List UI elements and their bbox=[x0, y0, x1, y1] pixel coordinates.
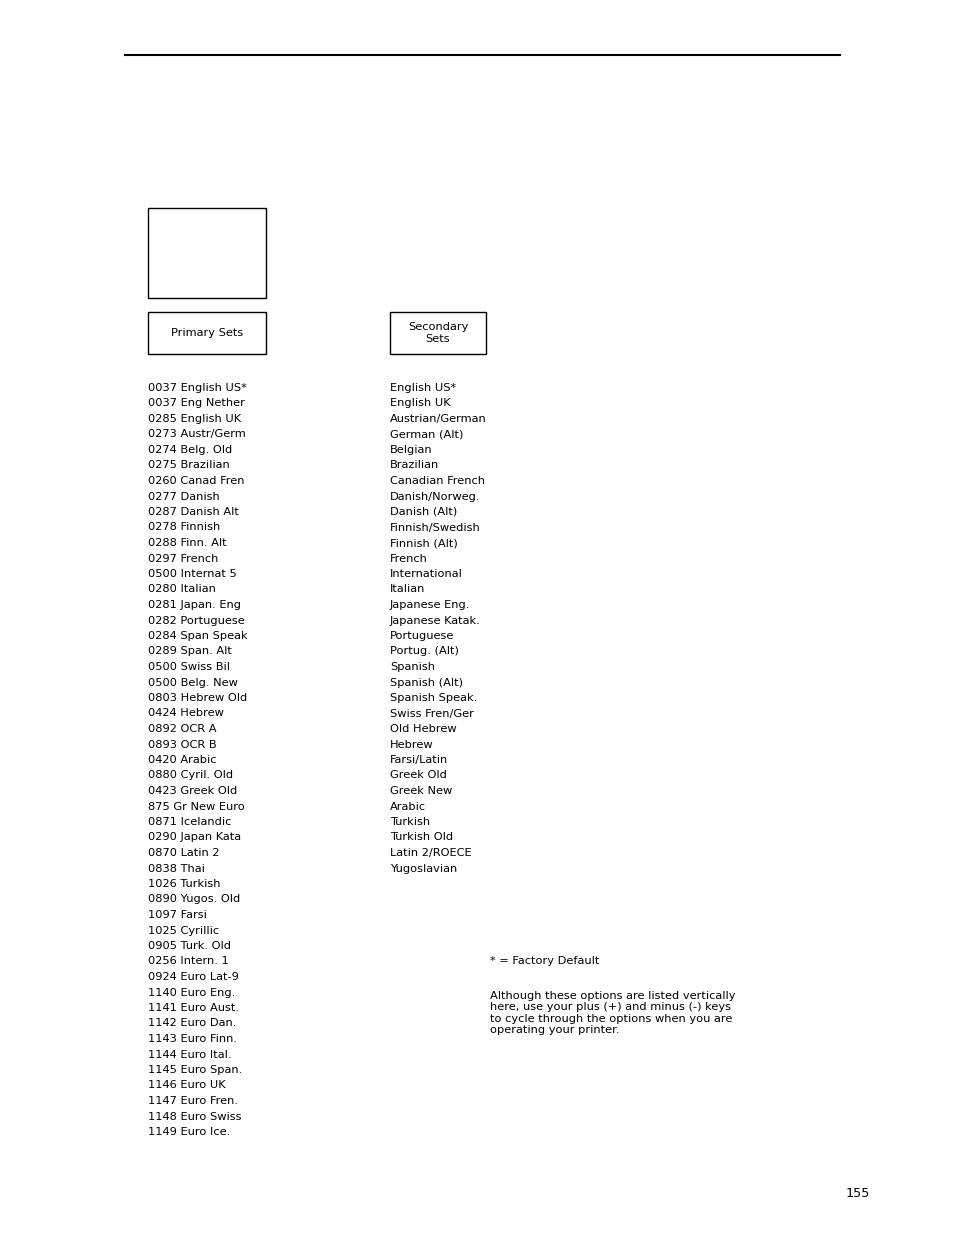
Text: 0803 Hebrew Old: 0803 Hebrew Old bbox=[148, 693, 247, 703]
Text: Japanese Katak.: Japanese Katak. bbox=[390, 615, 480, 625]
Text: 1140 Euro Eng.: 1140 Euro Eng. bbox=[148, 988, 235, 998]
Text: English US*: English US* bbox=[390, 383, 456, 393]
Text: 0420 Arabic: 0420 Arabic bbox=[148, 755, 216, 764]
Text: 1142 Euro Dan.: 1142 Euro Dan. bbox=[148, 1019, 236, 1029]
Text: 1146 Euro UK: 1146 Euro UK bbox=[148, 1081, 226, 1091]
Text: Although these options are listed vertically
here, use your plus (+) and minus (: Although these options are listed vertic… bbox=[490, 990, 735, 1035]
Bar bbox=[148, 312, 266, 354]
Text: Turkish Old: Turkish Old bbox=[390, 832, 453, 842]
Text: Danish (Alt): Danish (Alt) bbox=[390, 508, 456, 517]
Text: 0893 OCR B: 0893 OCR B bbox=[148, 740, 216, 750]
Text: 0905 Turk. Old: 0905 Turk. Old bbox=[148, 941, 231, 951]
Text: Italian: Italian bbox=[390, 584, 425, 594]
Text: Finnish/Swedish: Finnish/Swedish bbox=[390, 522, 480, 532]
Text: Japanese Eng.: Japanese Eng. bbox=[390, 600, 470, 610]
Text: Farsi/Latin: Farsi/Latin bbox=[390, 755, 448, 764]
Text: 0275 Brazilian: 0275 Brazilian bbox=[148, 461, 230, 471]
Text: 0280 Italian: 0280 Italian bbox=[148, 584, 215, 594]
Text: 0870 Latin 2: 0870 Latin 2 bbox=[148, 848, 219, 858]
Text: French: French bbox=[390, 553, 428, 563]
Bar bbox=[390, 312, 485, 354]
Text: 0256 Intern. 1: 0256 Intern. 1 bbox=[148, 956, 229, 967]
Text: 0500 Internat 5: 0500 Internat 5 bbox=[148, 569, 236, 579]
Text: 0924 Euro Lat-9: 0924 Euro Lat-9 bbox=[148, 972, 238, 982]
Text: Hebrew: Hebrew bbox=[390, 740, 434, 750]
Text: 0037 English US*: 0037 English US* bbox=[148, 383, 247, 393]
Text: Portuguese: Portuguese bbox=[390, 631, 454, 641]
Text: 1026 Turkish: 1026 Turkish bbox=[148, 879, 220, 889]
Text: 1147 Euro Fren.: 1147 Euro Fren. bbox=[148, 1095, 237, 1107]
Text: Old Hebrew: Old Hebrew bbox=[390, 724, 456, 734]
Text: Turkish: Turkish bbox=[390, 818, 430, 827]
Text: Spanish: Spanish bbox=[390, 662, 435, 672]
Text: Canadian French: Canadian French bbox=[390, 475, 484, 487]
Text: 0285 English UK: 0285 English UK bbox=[148, 414, 241, 424]
Text: 0281 Japan. Eng: 0281 Japan. Eng bbox=[148, 600, 241, 610]
Text: 0423 Greek Old: 0423 Greek Old bbox=[148, 785, 237, 797]
Text: Primary Sets: Primary Sets bbox=[171, 329, 243, 338]
Text: Greek New: Greek New bbox=[390, 785, 452, 797]
Text: 0500 Swiss Bil: 0500 Swiss Bil bbox=[148, 662, 230, 672]
Text: Danish/Norweg.: Danish/Norweg. bbox=[390, 492, 480, 501]
Text: 0274 Belg. Old: 0274 Belg. Old bbox=[148, 445, 232, 454]
Text: 0278 Finnish: 0278 Finnish bbox=[148, 522, 220, 532]
Text: Arabic: Arabic bbox=[390, 802, 426, 811]
Text: Greek Old: Greek Old bbox=[390, 771, 446, 781]
Text: 1148 Euro Swiss: 1148 Euro Swiss bbox=[148, 1112, 241, 1121]
Text: German (Alt): German (Alt) bbox=[390, 430, 463, 440]
Text: * = Factory Default: * = Factory Default bbox=[490, 956, 598, 967]
Text: 1144 Euro Ital.: 1144 Euro Ital. bbox=[148, 1050, 232, 1060]
Text: 155: 155 bbox=[844, 1187, 869, 1200]
Text: Portug. (Alt): Portug. (Alt) bbox=[390, 646, 458, 657]
Text: 0297 French: 0297 French bbox=[148, 553, 218, 563]
Text: 0838 Thai: 0838 Thai bbox=[148, 863, 205, 873]
Text: 0892 OCR A: 0892 OCR A bbox=[148, 724, 216, 734]
Text: Spanish Speak.: Spanish Speak. bbox=[390, 693, 476, 703]
Text: 0290 Japan Kata: 0290 Japan Kata bbox=[148, 832, 241, 842]
Text: English UK: English UK bbox=[390, 399, 450, 409]
Text: 0260 Canad Fren: 0260 Canad Fren bbox=[148, 475, 244, 487]
Text: 0880 Cyril. Old: 0880 Cyril. Old bbox=[148, 771, 233, 781]
Text: Swiss Fren/Ger: Swiss Fren/Ger bbox=[390, 709, 474, 719]
Text: 875 Gr New Euro: 875 Gr New Euro bbox=[148, 802, 245, 811]
Text: Yugoslavian: Yugoslavian bbox=[390, 863, 456, 873]
Text: 1141 Euro Aust.: 1141 Euro Aust. bbox=[148, 1003, 239, 1013]
Text: Secondary
Sets: Secondary Sets bbox=[407, 322, 468, 343]
Text: 0500 Belg. New: 0500 Belg. New bbox=[148, 678, 237, 688]
Text: Brazilian: Brazilian bbox=[390, 461, 438, 471]
Text: 0871 Icelandic: 0871 Icelandic bbox=[148, 818, 232, 827]
Text: 1097 Farsi: 1097 Farsi bbox=[148, 910, 207, 920]
Text: 1145 Euro Span.: 1145 Euro Span. bbox=[148, 1065, 242, 1074]
Text: Latin 2/ROECE: Latin 2/ROECE bbox=[390, 848, 471, 858]
Text: 0424 Hebrew: 0424 Hebrew bbox=[148, 709, 224, 719]
Text: 0288 Finn. Alt: 0288 Finn. Alt bbox=[148, 538, 227, 548]
Text: 1025 Cyrillic: 1025 Cyrillic bbox=[148, 925, 219, 935]
Text: 0273 Austr/Germ: 0273 Austr/Germ bbox=[148, 430, 246, 440]
Text: International: International bbox=[390, 569, 462, 579]
Text: 0287 Danish Alt: 0287 Danish Alt bbox=[148, 508, 238, 517]
Text: 0289 Span. Alt: 0289 Span. Alt bbox=[148, 646, 232, 657]
Bar bbox=[148, 207, 266, 298]
Text: Austrian/German: Austrian/German bbox=[390, 414, 486, 424]
Text: Belgian: Belgian bbox=[390, 445, 432, 454]
Text: 1143 Euro Finn.: 1143 Euro Finn. bbox=[148, 1034, 236, 1044]
Text: 0277 Danish: 0277 Danish bbox=[148, 492, 219, 501]
Text: Finnish (Alt): Finnish (Alt) bbox=[390, 538, 457, 548]
Text: Spanish (Alt): Spanish (Alt) bbox=[390, 678, 462, 688]
Text: 1149 Euro Ice.: 1149 Euro Ice. bbox=[148, 1128, 230, 1137]
Text: 0282 Portuguese: 0282 Portuguese bbox=[148, 615, 245, 625]
Text: 0284 Span Speak: 0284 Span Speak bbox=[148, 631, 248, 641]
Text: 0037 Eng Nether: 0037 Eng Nether bbox=[148, 399, 245, 409]
Text: 0890 Yugos. Old: 0890 Yugos. Old bbox=[148, 894, 240, 904]
